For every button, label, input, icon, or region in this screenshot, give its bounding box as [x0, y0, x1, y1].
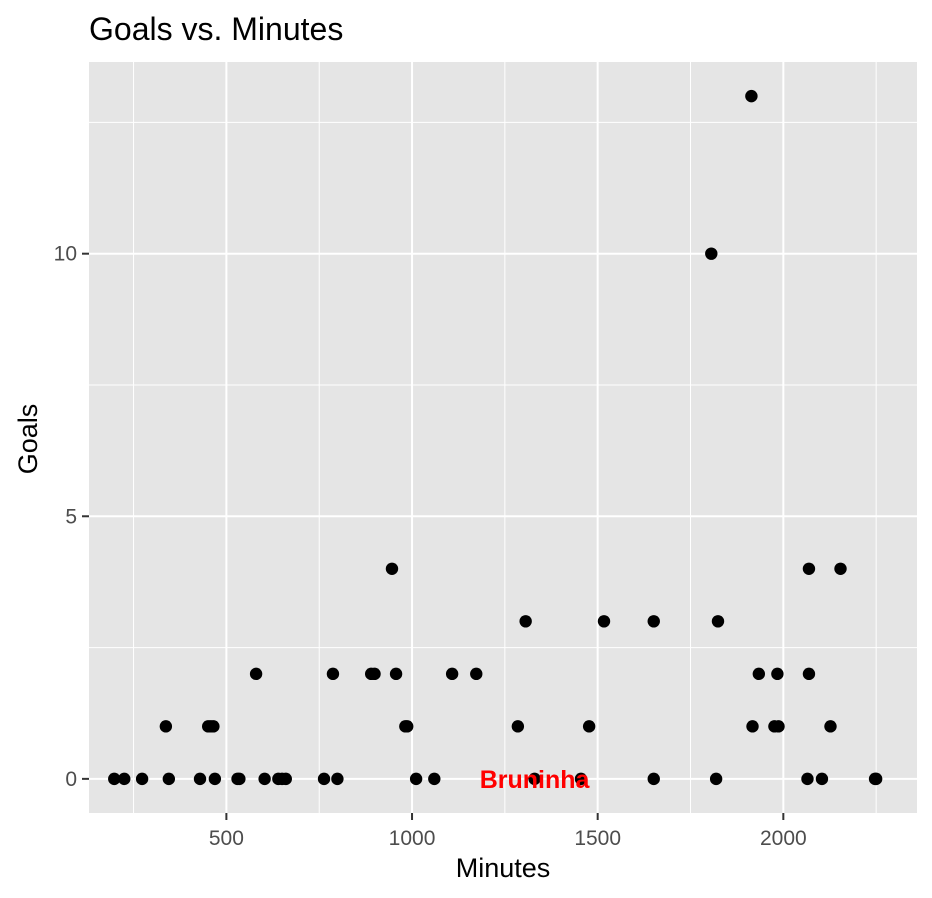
- data-point: [162, 772, 176, 786]
- data-point: [597, 615, 611, 628]
- data-point: [207, 720, 220, 733]
- y-tick-label: 0: [65, 768, 77, 791]
- data-point: [705, 247, 718, 260]
- data-point: [118, 772, 131, 786]
- data-point: [401, 720, 414, 733]
- data-point: [869, 772, 883, 786]
- data-point: [258, 772, 271, 786]
- chart-title: Goals vs. Minutes: [89, 11, 343, 47]
- data-point: [519, 615, 532, 628]
- x-tick-label: 1000: [389, 827, 436, 850]
- data-point: [746, 720, 759, 733]
- data-point: [801, 772, 814, 786]
- data-point: [582, 720, 596, 733]
- x-axis-ticks: 500 1000 1500 2000: [209, 813, 807, 850]
- data-point: [647, 615, 660, 628]
- data-point: [368, 667, 381, 681]
- x-tick-label: 2000: [760, 827, 807, 850]
- data-point: [528, 772, 541, 786]
- data-point: [834, 562, 847, 575]
- x-tick-label: 500: [209, 827, 244, 850]
- data-point: [249, 667, 263, 681]
- y-axis-title: Goals: [13, 404, 43, 475]
- plot-panel: [89, 62, 917, 813]
- data-point: [233, 772, 246, 786]
- data-point: [317, 772, 331, 786]
- x-axis-title: Minutes: [456, 853, 551, 883]
- data-point: [428, 772, 441, 786]
- data-point: [824, 720, 837, 733]
- data-point: [752, 667, 766, 681]
- data-point: [815, 772, 829, 786]
- data-point: [574, 772, 588, 786]
- data-point: [326, 667, 340, 681]
- data-point: [208, 772, 222, 786]
- data-point: [511, 720, 525, 733]
- data-point: [802, 667, 816, 681]
- y-tick-label: 10: [54, 243, 77, 266]
- data-point: [389, 667, 403, 681]
- data-point: [331, 772, 344, 786]
- data-point: [409, 772, 423, 786]
- data-point: [135, 772, 149, 786]
- data-point: [279, 772, 292, 786]
- data-point: [445, 667, 459, 681]
- x-tick-label: 1500: [574, 827, 621, 850]
- data-point: [772, 720, 785, 733]
- data-point: [193, 772, 207, 786]
- data-point: [470, 667, 483, 681]
- data-points: [108, 89, 883, 786]
- major-gridlines: [89, 62, 917, 813]
- data-point: [771, 667, 784, 681]
- data-point: [802, 562, 816, 575]
- data-point: [108, 772, 121, 786]
- y-tick-label: 5: [65, 505, 77, 528]
- annotation-label: Bruninha: [480, 766, 591, 794]
- data-point: [385, 562, 399, 575]
- data-point: [709, 772, 723, 786]
- data-point: [647, 772, 660, 786]
- data-point: [711, 615, 725, 628]
- data-point: [745, 89, 758, 103]
- y-axis-ticks: 0 5 10: [54, 243, 89, 791]
- data-point: [159, 720, 173, 733]
